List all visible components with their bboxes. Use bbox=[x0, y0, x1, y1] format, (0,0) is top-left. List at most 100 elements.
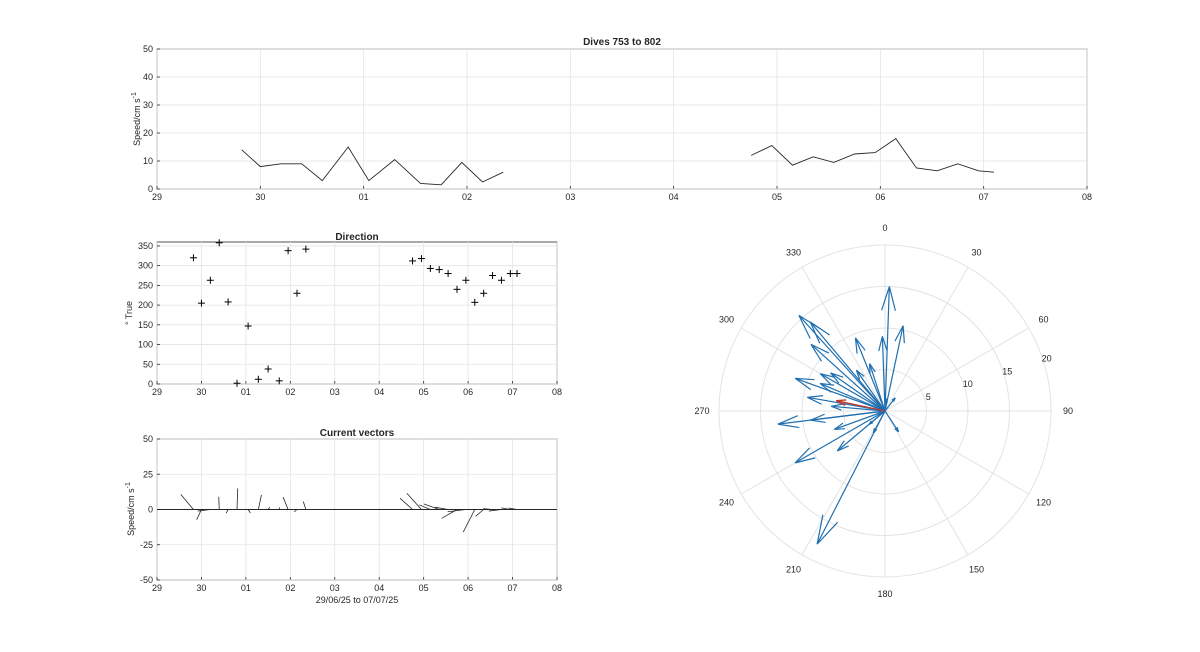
direction-point bbox=[215, 239, 223, 247]
vectors-sticks bbox=[157, 488, 557, 533]
polar-radius-label: 20 bbox=[1042, 353, 1052, 363]
speed-line bbox=[751, 137, 995, 173]
vectors-xtick-label: 01 bbox=[241, 583, 251, 593]
polar-arrow bbox=[794, 377, 886, 412]
speed-grid bbox=[156, 48, 1088, 190]
polar-radius-label: 10 bbox=[963, 379, 973, 389]
polar-arrow-head bbox=[854, 337, 858, 354]
polar-arrow bbox=[831, 403, 886, 412]
polar-arrow bbox=[869, 363, 886, 412]
speed-panel: 29 30 01 02 03 04 05 06 07 08 0 10 20 30 40 50 Dives 75… bbox=[131, 37, 1092, 202]
speed-ytick-label: 10 bbox=[143, 156, 153, 166]
direction-point bbox=[513, 270, 521, 278]
polar-arrow-head bbox=[834, 428, 846, 431]
polar-angle-label: 240 bbox=[719, 498, 734, 508]
polar-arrow bbox=[819, 373, 886, 412]
polar-arrow bbox=[833, 410, 886, 431]
vector-stick bbox=[462, 509, 476, 533]
polar-arrow bbox=[816, 410, 886, 545]
vector-stick bbox=[302, 501, 307, 510]
speed-ytick-label: 0 bbox=[148, 184, 153, 194]
polar-arrow bbox=[884, 398, 888, 412]
polar-arrow-shaft bbox=[854, 337, 886, 412]
vectors-ytick-label: 25 bbox=[143, 469, 153, 479]
polar-arrow bbox=[855, 369, 886, 412]
polar-arrow-head bbox=[816, 514, 824, 545]
polar-arrow bbox=[794, 410, 886, 464]
polar-arrow-shaft bbox=[819, 382, 886, 412]
direction-point bbox=[497, 276, 505, 284]
direction-point bbox=[264, 365, 272, 373]
speed-xtick-label: 06 bbox=[875, 192, 885, 202]
polar-arrow bbox=[810, 343, 886, 412]
vector-stick bbox=[282, 496, 289, 510]
polar-spoke bbox=[884, 410, 1030, 495]
vectors-ytick-label: 0 bbox=[148, 505, 153, 515]
vector-stick bbox=[180, 494, 194, 510]
direction-ytick-label: 350 bbox=[138, 241, 153, 251]
polar-arrow-shaft bbox=[884, 410, 900, 433]
speed-axes-frame bbox=[156, 48, 1088, 190]
polar-arrow-head bbox=[807, 395, 824, 398]
direction-xtick-label: 06 bbox=[463, 387, 473, 397]
polar-arrows bbox=[777, 286, 905, 545]
direction-point bbox=[480, 289, 488, 297]
speed-ytick-label: 50 bbox=[143, 44, 153, 54]
polar-mean-arrow-head bbox=[836, 399, 847, 402]
direction-ylabel: ° True bbox=[124, 301, 134, 325]
vector-stick bbox=[475, 509, 484, 517]
direction-point bbox=[293, 289, 301, 297]
direction-xtick-label: 02 bbox=[285, 387, 295, 397]
polar-arrow-head bbox=[820, 373, 835, 378]
polar-angle-label: 60 bbox=[1038, 315, 1048, 325]
polar-arrow-head bbox=[794, 377, 812, 391]
direction-point bbox=[471, 298, 479, 306]
speed-ytick-label: 30 bbox=[143, 100, 153, 110]
polar-arrow-shaft bbox=[777, 410, 886, 425]
polar-angle-label: 180 bbox=[877, 589, 892, 599]
polar-radius-label: 5 bbox=[926, 392, 931, 402]
vector-stick bbox=[508, 507, 518, 510]
polar-arrow-head bbox=[798, 314, 822, 330]
polar-arrow-shaft bbox=[834, 410, 886, 431]
polar-angle-label: 30 bbox=[971, 248, 981, 258]
polar-arrow-head bbox=[816, 521, 839, 545]
polar-arrow-head bbox=[856, 369, 865, 377]
vectors-panel: 29 30 01 02 03 04 05 06 07 08 -50 -25 0 25 50 Current … bbox=[125, 428, 562, 605]
direction-point bbox=[426, 264, 434, 272]
vector-stick bbox=[196, 509, 202, 520]
vector-stick bbox=[423, 503, 440, 510]
vectors-tick-labels: 29 30 01 02 03 04 05 06 07 08 -50 -25 0 25 50 bbox=[140, 434, 562, 593]
vector-stick bbox=[257, 494, 262, 510]
direction-point bbox=[489, 272, 497, 280]
direction-ytick-label: 200 bbox=[138, 300, 153, 310]
polar-radius-label: 15 bbox=[1002, 366, 1012, 376]
polar-arrow bbox=[798, 314, 886, 412]
direction-point bbox=[435, 266, 443, 274]
polar-arrow-shaft bbox=[816, 410, 886, 545]
polar-arrow-shaft bbox=[830, 372, 886, 412]
direction-grid bbox=[156, 242, 558, 385]
polar-arrow-head bbox=[881, 336, 888, 351]
vector-stick bbox=[267, 507, 271, 510]
polar-arrow bbox=[884, 397, 896, 412]
speed-xtick-label: 29 bbox=[152, 192, 162, 202]
direction-point bbox=[224, 298, 232, 306]
direction-ytick-label: 0 bbox=[148, 379, 153, 389]
speed-ytick-label: 20 bbox=[143, 128, 153, 138]
polar-arrow-shaft bbox=[820, 373, 886, 412]
polar-arrow bbox=[836, 410, 886, 452]
vector-stick bbox=[447, 509, 466, 513]
vector-stick bbox=[197, 509, 211, 512]
direction-point bbox=[206, 276, 214, 284]
speed-title: Dives 753 to 802 bbox=[583, 37, 661, 48]
polar-arrow-shaft bbox=[884, 325, 904, 412]
vectors-title: Current vectors bbox=[320, 428, 395, 439]
speed-xtick-label: 05 bbox=[772, 192, 782, 202]
polar-arrow-head bbox=[819, 373, 832, 385]
direction-point bbox=[244, 322, 252, 330]
vector-stick bbox=[399, 497, 413, 510]
polar-angle-label: 0 bbox=[882, 223, 887, 233]
direction-xtick-label: 30 bbox=[196, 387, 206, 397]
